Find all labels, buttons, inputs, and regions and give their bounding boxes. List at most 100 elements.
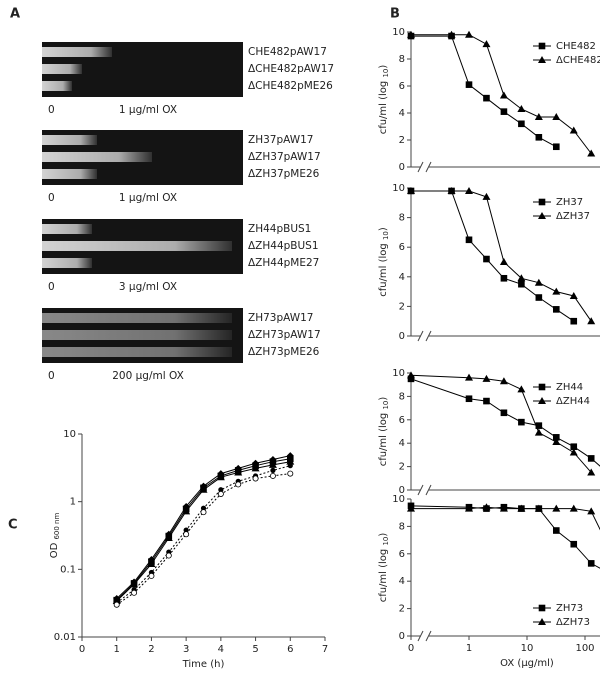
marker [587, 149, 596, 157]
x-tick-label: 1 [114, 644, 120, 655]
x-tick-label: 0 [79, 644, 85, 655]
marker [482, 40, 491, 48]
x-tick-label: 100 [575, 643, 594, 654]
strain-label: ΔCHE482pME26 [248, 80, 333, 92]
marker [270, 467, 276, 473]
concentration-label: 3 µg/ml OX [119, 281, 177, 293]
y-axis-title-part: cfu/ml (log [378, 410, 389, 467]
marker [499, 91, 508, 99]
marker [518, 418, 525, 426]
y-tick-label: 6 [399, 242, 405, 253]
marker [552, 143, 560, 151]
y-tick-label: 2 [399, 604, 405, 615]
panel-label: B [390, 7, 400, 22]
marker [200, 509, 207, 516]
strain-label: CHE482pAW17 [248, 46, 327, 58]
marker [517, 504, 526, 512]
axis-break [417, 630, 432, 642]
marker [465, 236, 473, 244]
y-tick-label: 4 [399, 438, 405, 449]
series-line [411, 34, 592, 154]
legend-label: ZH37 [556, 197, 583, 208]
y-tick-label: 10 [392, 27, 405, 38]
marker [552, 527, 560, 534]
marker [217, 490, 224, 497]
growth-streak [42, 64, 82, 74]
marker [499, 258, 508, 265]
marker [148, 572, 155, 579]
growth-streak [42, 241, 232, 251]
legend-marker [538, 397, 546, 404]
axis-break [417, 484, 432, 496]
marker [235, 481, 242, 488]
marker [534, 504, 543, 512]
y-tick-label: 8 [399, 391, 405, 402]
strain-label: ZH44pBUS1 [248, 223, 311, 235]
marker [252, 475, 259, 482]
marker [587, 468, 596, 476]
y-axis-title-part: cfu/ml (log [378, 240, 389, 297]
marker [518, 280, 525, 288]
y-tick-label: 10 [392, 494, 405, 505]
growth-streak [42, 258, 92, 268]
y-tick-label: 0.1 [60, 564, 76, 575]
y-axis-title-part: cfu/ml (log [378, 78, 389, 135]
x-tick-label: 1 [466, 643, 472, 654]
y-axis-title: OD 600 nm [49, 513, 61, 559]
marker [483, 255, 490, 263]
marker [552, 504, 561, 512]
legend-marker [538, 198, 546, 206]
growth-streak [42, 330, 232, 340]
y-axis-title-part: ) [378, 397, 389, 401]
marker [535, 134, 543, 141]
y-axis-title: cfu/ml (log 10) [378, 533, 390, 603]
legend-marker [538, 618, 546, 625]
marker [518, 120, 525, 128]
y-tick-label: 6 [399, 81, 405, 92]
legend-marker [538, 212, 546, 219]
series-line [410, 378, 600, 467]
marker [465, 81, 473, 88]
y-tick-label: 8 [399, 54, 405, 65]
marker [535, 422, 543, 429]
legend-marker [538, 56, 546, 63]
y-tick-label: 2 [399, 301, 405, 312]
x-tick-label: 5 [252, 644, 258, 655]
y-tick-label: 0 [399, 485, 405, 496]
marker [517, 274, 526, 282]
marker [113, 601, 120, 608]
concentration-label: 1 µg/ml OX [119, 104, 177, 116]
marker [130, 580, 139, 588]
marker [407, 504, 415, 512]
marker [287, 463, 293, 469]
y-tick-label: 4 [399, 576, 405, 587]
growth-streak [42, 152, 152, 162]
legend-label: ΔZH73 [556, 617, 590, 628]
marker [407, 375, 415, 383]
marker [534, 278, 543, 286]
y-tick-label: 0 [399, 631, 405, 642]
marker [587, 317, 596, 325]
marker [570, 317, 578, 325]
zero-label: 0 [48, 281, 55, 293]
legend-label: ΔZH37 [556, 211, 590, 222]
y-axis-title-part: 10 [382, 69, 390, 78]
legend-label: ZH44 [556, 382, 583, 393]
marker [199, 485, 208, 493]
marker [569, 448, 578, 456]
x-tick-label: 7 [322, 644, 328, 655]
strain-label: ΔZH73pME26 [248, 346, 320, 358]
y-tick-label: 6 [399, 415, 405, 426]
strain-label: ΔZH37pAW17 [248, 151, 321, 163]
y-tick-label: 0 [399, 162, 405, 173]
x-tick-label: 0 [408, 643, 414, 654]
y-tick-label: 6 [399, 549, 405, 560]
y-tick-label: 0 [399, 331, 405, 342]
marker [587, 507, 596, 515]
y-axis-title: cfu/ml (log 10) [378, 227, 390, 297]
marker [407, 30, 415, 38]
marker [447, 186, 456, 194]
marker [182, 507, 191, 515]
marker [552, 306, 560, 313]
marker [465, 395, 473, 403]
